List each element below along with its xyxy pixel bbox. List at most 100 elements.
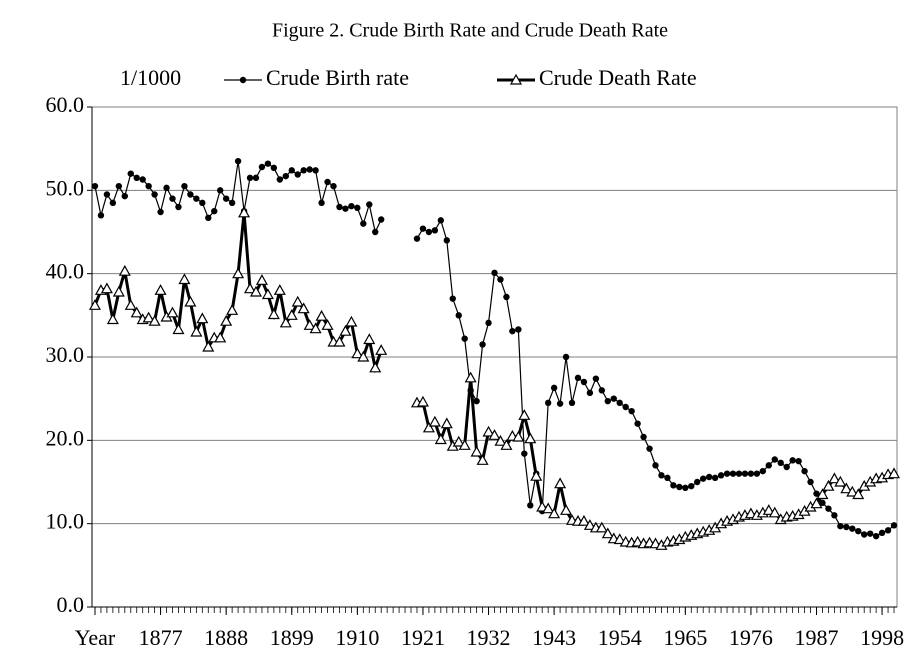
point xyxy=(366,201,373,208)
point xyxy=(226,304,239,315)
point xyxy=(530,469,543,481)
point xyxy=(151,191,158,198)
point xyxy=(214,331,227,343)
point xyxy=(652,462,659,469)
point xyxy=(178,273,191,285)
point xyxy=(521,450,528,457)
legend-label: Crude Death Rate xyxy=(539,65,697,90)
point xyxy=(375,344,388,355)
point xyxy=(682,484,689,492)
point xyxy=(276,176,284,183)
point xyxy=(130,306,143,318)
point xyxy=(580,378,588,386)
point xyxy=(416,395,429,407)
point xyxy=(816,488,829,500)
point xyxy=(369,361,382,373)
x-tick-label: 1965 xyxy=(663,625,707,650)
point xyxy=(837,522,844,530)
point xyxy=(413,235,421,242)
point xyxy=(142,311,155,323)
point xyxy=(592,375,600,382)
point xyxy=(467,387,474,394)
point xyxy=(628,407,635,415)
point xyxy=(872,532,880,540)
point xyxy=(124,299,137,310)
point xyxy=(163,184,170,192)
point xyxy=(741,470,749,477)
point xyxy=(372,228,379,236)
point xyxy=(297,302,310,314)
point xyxy=(595,521,608,533)
point xyxy=(115,182,123,190)
point xyxy=(378,216,385,223)
point xyxy=(184,295,197,307)
point xyxy=(583,519,596,530)
chart-title: Figure 2. Crude Birth Rate and Crude Dea… xyxy=(272,20,668,42)
point xyxy=(351,347,364,359)
point xyxy=(234,157,242,165)
point xyxy=(324,178,331,186)
legend-marker xyxy=(509,73,523,85)
point xyxy=(601,527,614,539)
x-tick-label: 1976 xyxy=(729,625,773,650)
point xyxy=(357,350,370,362)
point xyxy=(443,237,450,244)
point xyxy=(166,306,179,318)
point xyxy=(610,395,617,402)
point xyxy=(100,282,113,294)
point xyxy=(586,389,594,397)
x-tick-label: 1888 xyxy=(204,625,248,650)
point xyxy=(861,531,868,538)
x-tick-label: 1932 xyxy=(467,625,511,650)
point xyxy=(363,333,376,345)
point xyxy=(261,288,274,300)
point xyxy=(544,399,552,407)
point xyxy=(747,470,755,477)
point xyxy=(694,478,701,486)
point xyxy=(554,477,567,489)
point xyxy=(768,506,781,518)
point xyxy=(291,295,304,307)
point xyxy=(813,490,820,497)
point xyxy=(196,312,209,324)
point xyxy=(840,482,853,494)
point xyxy=(109,199,117,207)
point xyxy=(258,163,266,171)
x-tick-label: 1998 xyxy=(860,625,904,650)
point xyxy=(515,326,522,333)
point xyxy=(88,299,102,310)
point xyxy=(139,176,146,183)
point xyxy=(801,467,808,475)
point xyxy=(318,199,325,207)
point xyxy=(485,319,492,327)
x-tick-label: 1987 xyxy=(795,625,839,650)
point xyxy=(181,182,188,190)
point xyxy=(312,167,319,174)
point xyxy=(217,187,224,194)
point xyxy=(488,429,501,440)
point xyxy=(819,499,826,507)
point xyxy=(470,445,483,457)
point xyxy=(127,170,134,177)
point xyxy=(336,203,343,211)
legend-label: Crude Birth rate xyxy=(266,65,409,90)
point xyxy=(822,479,835,491)
point xyxy=(306,166,313,173)
point xyxy=(476,454,489,465)
point xyxy=(255,274,268,285)
point xyxy=(878,529,886,537)
x-tick-label: Year xyxy=(75,625,116,650)
point xyxy=(300,167,307,174)
point xyxy=(700,475,707,482)
point xyxy=(422,421,435,433)
point xyxy=(106,313,119,325)
point xyxy=(282,172,289,180)
y-tick-label: 30.0 xyxy=(46,342,85,367)
point xyxy=(243,282,257,294)
legend-marker xyxy=(239,76,247,84)
point xyxy=(190,325,203,337)
point xyxy=(497,276,504,283)
point xyxy=(887,467,901,479)
point xyxy=(729,470,737,477)
y-tick-label: 0.0 xyxy=(57,592,85,617)
